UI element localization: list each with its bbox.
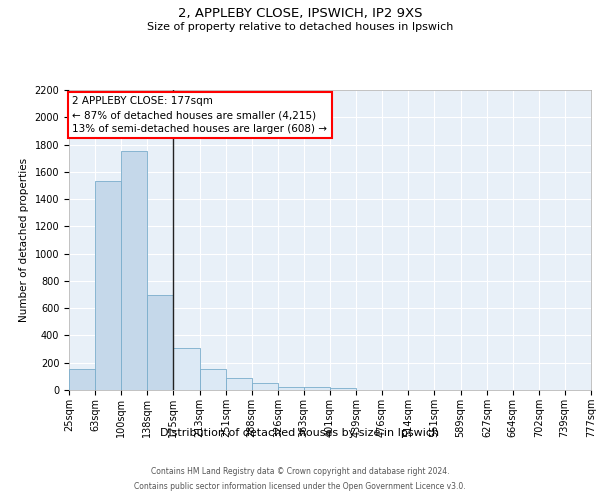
Text: Distribution of detached houses by size in Ipswich: Distribution of detached houses by size … xyxy=(160,428,440,438)
Text: Contains HM Land Registry data © Crown copyright and database right 2024.: Contains HM Land Registry data © Crown c… xyxy=(151,467,449,476)
Bar xyxy=(121,152,148,390)
Bar xyxy=(330,388,356,390)
Bar xyxy=(304,388,330,390)
Bar xyxy=(148,294,173,390)
Y-axis label: Number of detached properties: Number of detached properties xyxy=(19,158,29,322)
Text: Size of property relative to detached houses in Ipswich: Size of property relative to detached ho… xyxy=(147,22,453,32)
Bar xyxy=(278,387,304,390)
Bar xyxy=(95,182,121,390)
Bar xyxy=(251,383,278,390)
Bar xyxy=(199,369,226,390)
Text: Contains public sector information licensed under the Open Government Licence v3: Contains public sector information licen… xyxy=(134,482,466,491)
Bar xyxy=(173,348,199,390)
Bar xyxy=(226,378,251,390)
Bar xyxy=(69,369,95,390)
Text: 2, APPLEBY CLOSE, IPSWICH, IP2 9XS: 2, APPLEBY CLOSE, IPSWICH, IP2 9XS xyxy=(178,8,422,20)
Text: 2 APPLEBY CLOSE: 177sqm
← 87% of detached houses are smaller (4,215)
13% of semi: 2 APPLEBY CLOSE: 177sqm ← 87% of detache… xyxy=(73,96,328,134)
